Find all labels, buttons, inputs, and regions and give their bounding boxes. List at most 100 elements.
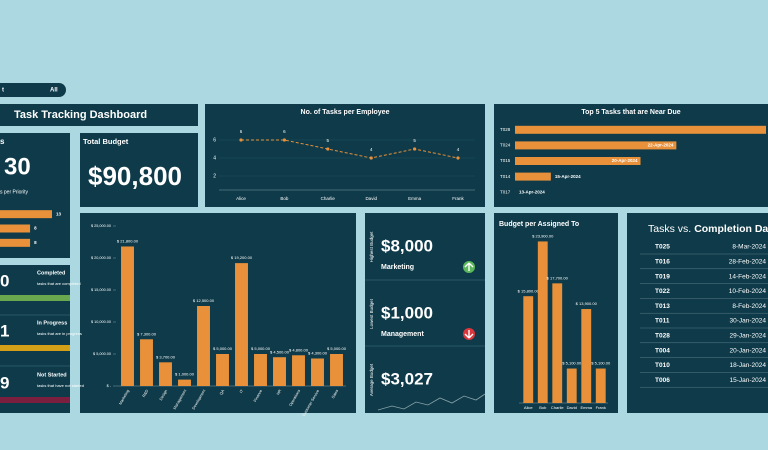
- total-tasks-panel: [0, 133, 70, 258]
- chart-title: No. of Tasks per Employee: [301, 109, 390, 116]
- chart-title: Top 5 Tasks that are Near Due: [581, 109, 680, 116]
- x-tick-label: IT: [239, 388, 244, 394]
- table-cell: T019: [655, 273, 670, 280]
- x-tick-label: Finance: [253, 389, 263, 403]
- data-label: 4: [457, 147, 460, 152]
- y-tick-label: $ 5,000.00: [93, 352, 111, 356]
- x-tick-label: Frank: [452, 196, 464, 201]
- data-label: $ 5,000.00: [327, 346, 347, 351]
- table-cell: T011: [655, 318, 670, 325]
- kpi-dept: Management: [381, 331, 424, 338]
- y-tick-label: $ 15,000.00: [91, 288, 111, 292]
- y-tick-label: $ -: [107, 384, 112, 388]
- point: [369, 156, 373, 160]
- data-label: $ 5,000.00: [213, 346, 233, 351]
- bar: [595, 368, 606, 403]
- bar: [254, 354, 267, 386]
- x-tick-label: Charlie: [321, 196, 336, 201]
- kpi-dept: Marketing: [381, 264, 414, 271]
- status-count: 9: [0, 373, 9, 392]
- x-tick-label: David: [567, 405, 577, 410]
- bar: [0, 210, 52, 219]
- x-tick-label: Bob: [539, 405, 547, 410]
- y-tick-label: $ 20,000.00: [91, 256, 111, 260]
- bar: [311, 358, 324, 386]
- data-label: $ 12,500.00: [193, 298, 215, 303]
- budget-label: Total Budget: [83, 137, 129, 146]
- table-cell: T010: [655, 362, 670, 369]
- table-cell: T006: [655, 377, 670, 384]
- data-label: 13: [56, 211, 62, 216]
- data-label: $ 7,300.00: [137, 331, 157, 336]
- title-panel: [0, 104, 198, 126]
- y-tick-label: $ 25,000.00: [91, 224, 111, 228]
- data-label: $ 4,300.00: [308, 351, 328, 356]
- chart-title: Budget per Assigned To: [499, 221, 579, 228]
- bar: [515, 125, 766, 134]
- data-label: $ 5,100.00: [591, 361, 611, 366]
- table-cell: 29-Jan-2024: [730, 333, 767, 340]
- data-label: 4: [370, 147, 373, 152]
- x-tick-label: Design: [159, 389, 168, 401]
- data-label: $ 23,900.00: [532, 233, 554, 238]
- y-tick-label: T024: [500, 143, 511, 148]
- x-tick-label: Charlie: [551, 405, 564, 410]
- filter-label: t: [2, 88, 4, 94]
- table-cell: 8-Mar-2024: [732, 244, 766, 251]
- bar: [140, 339, 153, 386]
- data-label: $ 4,500.00: [270, 349, 290, 354]
- status-note: tasks that have not started: [37, 383, 84, 388]
- y-tick-label: $ 10,000.00: [91, 320, 111, 324]
- table-cell: 30-Jan-2024: [730, 318, 767, 325]
- table-cell: 10-Feb-2024: [729, 288, 767, 295]
- dashboard-title: Task Tracking Dashboard: [14, 109, 147, 121]
- data-label: 13-Apr-2024: [519, 189, 545, 194]
- table-cell: 28-Feb-2024: [729, 259, 767, 266]
- bar: [235, 263, 248, 386]
- x-tick-label: QA: [219, 389, 225, 396]
- bar: [523, 296, 534, 403]
- data-label: $ 5,100.00: [562, 361, 582, 366]
- data-label: $ 19,200.00: [231, 255, 253, 260]
- bar: [330, 354, 343, 386]
- bar: [515, 157, 641, 165]
- sparkline: [377, 393, 486, 411]
- point: [282, 138, 286, 142]
- bar: [121, 246, 134, 386]
- table-cell: 14-Feb-2024: [729, 273, 767, 280]
- tasks-subtitle: s per Priority: [0, 189, 29, 195]
- x-tick-label: Alice: [524, 405, 533, 410]
- data-label: 15-Apr-2024: [555, 174, 581, 179]
- status-label: Completed: [37, 270, 65, 276]
- x-tick-label: Alice: [236, 196, 246, 201]
- budget-value: $90,800: [88, 161, 182, 191]
- data-label: 22-Apr-2024: [648, 143, 674, 148]
- table-cell: T013: [655, 303, 670, 310]
- status-count: 1: [0, 321, 9, 340]
- x-tick-label: Marketing: [118, 389, 130, 405]
- trend-arrow: [464, 330, 474, 339]
- x-tick-label: Bob: [280, 196, 289, 201]
- data-label: $ 1,000.00: [175, 372, 195, 377]
- y-tick-label: T017: [500, 189, 511, 194]
- kpi-value: $3,027: [381, 369, 433, 388]
- status-label: In Progress: [37, 320, 67, 326]
- bar: [581, 309, 592, 403]
- y-tick-label: T014: [500, 174, 511, 179]
- bar: [159, 362, 172, 386]
- table-title: Tasks vs. Completion Da: [648, 223, 768, 235]
- point: [326, 147, 330, 151]
- data-label: 20-Apr-2024: [612, 158, 638, 163]
- data-label: 8: [34, 240, 37, 245]
- y-tick-label: 6: [213, 137, 216, 143]
- series-line: [241, 139, 459, 159]
- table-title-prefix: Tasks vs.: [648, 223, 691, 235]
- data-label: 6: [240, 129, 243, 134]
- kpi-label: Lowest Budget: [369, 298, 374, 329]
- status-note: tasks that are in progress: [37, 331, 82, 336]
- filter-pill[interactable]: [0, 83, 66, 97]
- y-tick-label: 4: [213, 155, 216, 161]
- bar: [0, 224, 31, 233]
- status-note: tasks that are completed: [37, 281, 81, 286]
- data-label: $ 3,700.00: [156, 354, 176, 359]
